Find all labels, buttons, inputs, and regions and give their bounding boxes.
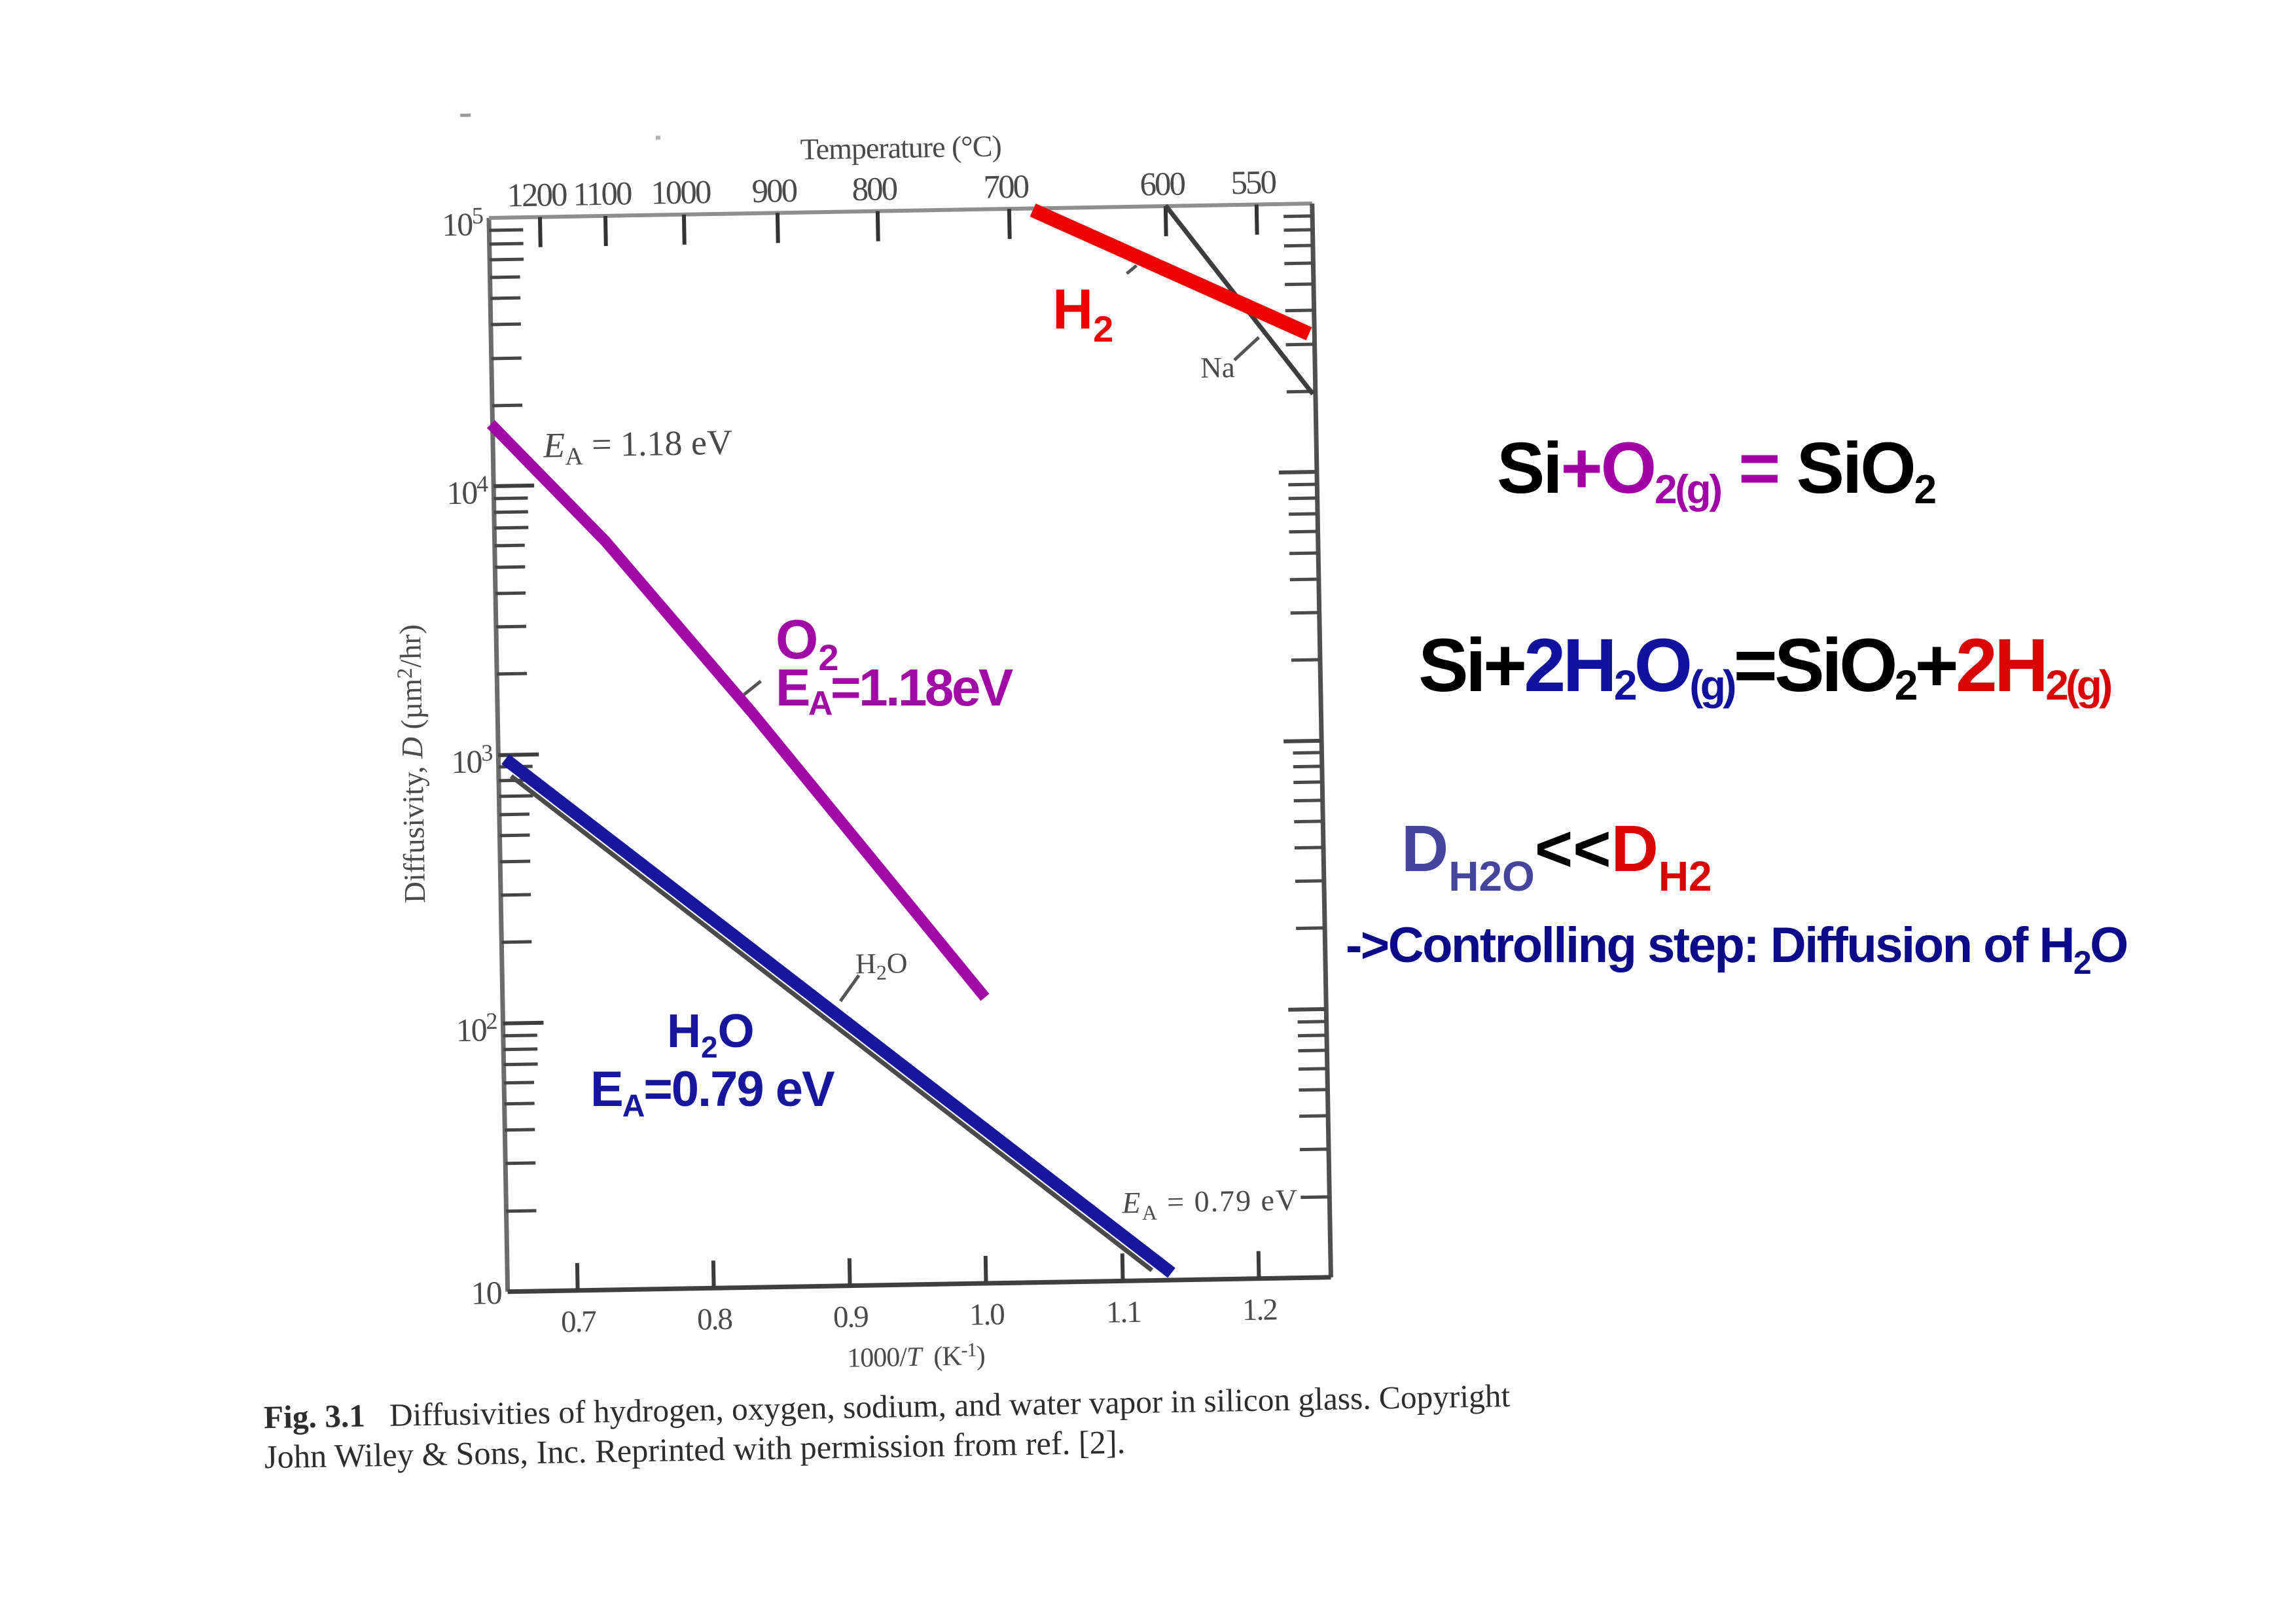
svg-text:Si+2H2O(g)=SiO2+2H2(g): Si+2H2O(g)=SiO2+2H2(g): [1418, 624, 2111, 709]
svg-text:700: 700: [983, 169, 1029, 206]
svg-text:EA = 0.79 eV: EA = 0.79 eV: [1121, 1183, 1299, 1225]
svg-text:10: 10: [471, 1274, 502, 1311]
svg-text:800: 800: [852, 171, 897, 208]
svg-text:600: 600: [1139, 166, 1185, 203]
svg-text:Temperature (°C): Temperature (°C): [800, 129, 1001, 166]
svg-text:DH2O<<DH2: DH2O<<DH2: [1401, 812, 1712, 900]
svg-text:O2: O2: [776, 609, 839, 678]
svg-text:Fig. 3.1 Diffusivities of hy: Fig. 3.1 Diffusivities of hydrogen, oxyg…: [263, 1378, 1510, 1435]
svg-text:H2O: H2O: [667, 1005, 755, 1064]
svg-text:1200: 1200: [507, 177, 567, 215]
svg-text:1100: 1100: [573, 175, 632, 213]
svg-text:H2: H2: [1052, 278, 1113, 349]
svg-text:103: 103: [451, 740, 493, 780]
svg-text:1.1: 1.1: [1106, 1295, 1141, 1330]
svg-text:1000/T (K-1): 1000/T (K-1): [847, 1339, 985, 1374]
svg-text:Si+O2(g) = SiO2: Si+O2(g) = SiO2: [1497, 428, 1935, 512]
svg-text:105: 105: [442, 202, 484, 243]
svg-text:104: 104: [446, 471, 489, 511]
svg-text:Na: Na: [1200, 351, 1235, 384]
svg-text:->Controlling step: Diffusion: ->Controlling step: Diffusion of H2O: [1346, 918, 2127, 981]
svg-text:550: 550: [1230, 164, 1276, 202]
svg-text:900: 900: [751, 173, 797, 210]
svg-text:0.9: 0.9: [833, 1300, 869, 1334]
svg-text:0.8: 0.8: [697, 1302, 732, 1337]
svg-text:1.0: 1.0: [969, 1298, 1005, 1332]
svg-text:102: 102: [456, 1008, 497, 1048]
svg-text:H2O: H2O: [855, 947, 908, 984]
svg-text:EA = 1.18 eV: EA = 1.18 eV: [543, 423, 733, 471]
svg-text:0.7: 0.7: [561, 1304, 597, 1339]
svg-text:1.2: 1.2: [1242, 1293, 1277, 1327]
svg-text:1000: 1000: [651, 174, 711, 212]
svg-text:EA=0.79 eV: EA=0.79 eV: [590, 1061, 835, 1124]
svg-text:Diffusivity, D (µm2/hr): Diffusivity, D (µm2/hr): [393, 624, 431, 904]
